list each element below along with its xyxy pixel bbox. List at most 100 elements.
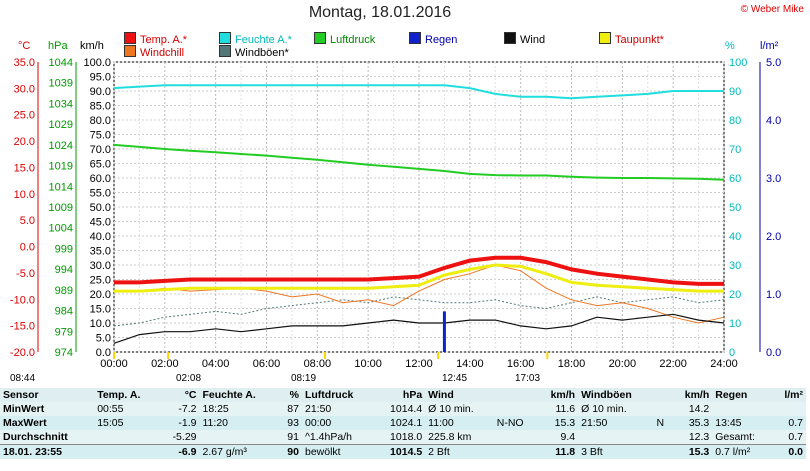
x-tick-label: 24:00	[710, 358, 738, 370]
pressure-tick-label: 1019	[49, 161, 73, 173]
x-tick-label: 08:00	[304, 358, 332, 370]
pressure-tick-label: 1004	[49, 223, 73, 235]
sunrise-time: 02:08	[176, 373, 202, 384]
temp-tick-label: -15.0	[10, 321, 35, 333]
humidity-tick-label: 20	[729, 289, 741, 301]
temp-tick-label: 35.0	[14, 57, 35, 69]
pressure-tick-label: 994	[55, 264, 73, 276]
temp-axis-unit: °C	[18, 40, 31, 52]
x-tick-label: 16:00	[507, 358, 535, 370]
wind-tick-label: 85.0	[90, 101, 111, 113]
wind-axis-unit: km/h	[80, 40, 104, 52]
legend-swatch	[124, 32, 136, 44]
rain-axis-unit: l/m²	[760, 40, 779, 52]
legend-gusts: Windböen*	[219, 45, 289, 59]
hdr-temp-unit: °C	[184, 389, 197, 401]
wind-tick-label: 10.0	[90, 318, 111, 330]
legend-swatch	[219, 32, 231, 44]
series-line-feuchte-a-	[113, 84, 724, 100]
wind-tick-label: 45.0	[90, 217, 111, 229]
x-tick-label: 14:00	[456, 358, 484, 370]
x-tick-label: 18:00	[558, 358, 586, 370]
hdr-sensor: Sensor	[3, 389, 39, 401]
temp-tick-label: 10.0	[14, 189, 35, 201]
temp-tick-label: -10.0	[10, 294, 35, 306]
wind-tick-label: 60.0	[90, 173, 111, 185]
hdr-press-unit: hPa	[402, 389, 423, 401]
series-line-temp-a-	[114, 255, 724, 286]
sun-time-morning: 08:19	[291, 373, 317, 384]
x-tick-label: 00:00	[100, 358, 128, 370]
wind-tick-label: 15.0	[90, 304, 111, 316]
temp-tick-label: -5.0	[16, 268, 35, 280]
humidity-tick-label: 0	[729, 347, 735, 359]
legend-humidity: Feuchte A.*	[219, 32, 292, 46]
humidity-tick-label: 100	[729, 57, 747, 69]
temp-tick-label: 15.0	[14, 162, 35, 174]
wind-tick-label: 65.0	[90, 159, 111, 171]
series-line-luftdruck	[113, 143, 725, 181]
humidity-tick-label: 80	[729, 115, 741, 127]
pressure-axis-unit: hPa	[48, 40, 68, 52]
sun-time-noon: 12:45	[442, 373, 468, 384]
humidity-axis-unit: %	[725, 40, 735, 52]
rain-tick-label: 3.0	[766, 173, 781, 185]
pressure-tick-label: 1039	[49, 78, 73, 90]
hdr-hum: Feuchte A.	[202, 389, 256, 401]
hdr-press: Luftdruck	[304, 389, 354, 401]
pressure-tick-label: 999	[55, 243, 73, 255]
stats-row-max: MaxWert 15:05 -1.9 11:20 93 00:00 1024.1…	[0, 416, 806, 430]
legend-wind: Wind	[504, 32, 545, 46]
wind-tick-label: 40.0	[90, 231, 111, 243]
copyright-label[interactable]: © Weber Mike	[740, 4, 804, 15]
stats-row-avg: Durchschnitt -5.29 91 ^1.4hPa/h 1018.0 2…	[0, 430, 806, 445]
page-title: Montag, 18.01.2016	[308, 4, 452, 21]
sun-time-left: 08:44	[10, 373, 36, 384]
wind-tick-label: 50.0	[90, 202, 111, 214]
rain-tick-label: 2.0	[766, 231, 781, 243]
weather-chart: 35.0 30.0 25.0 20.0 15.0 10.0 5.0 0.0 -5.0 -10.0 -…	[10, 57, 781, 370]
legend-windchill: Windchill	[124, 45, 184, 59]
wind-tick-label: 70.0	[90, 144, 111, 156]
stats-row-min: MinWert 00:55 -7.2 18:25 87 21:50 1014.4…	[0, 402, 806, 416]
series-line-windb-en-	[113, 296, 725, 327]
temp-tick-label: 5.0	[20, 215, 35, 227]
pressure-tick-label: 1014	[49, 181, 73, 193]
temp-tick-label: 20.0	[14, 136, 35, 148]
sun-marker	[323, 352, 326, 359]
pressure-tick-label: 979	[55, 326, 73, 338]
legend-swatch	[124, 45, 136, 57]
pressure-tick-label: 984	[55, 306, 73, 318]
sun-marker	[167, 352, 170, 359]
humidity-tick-label: 70	[729, 144, 741, 156]
x-tick-label: 20:00	[609, 358, 637, 370]
hdr-wind-unit: km/h	[550, 389, 576, 401]
pressure-tick-label: 1034	[49, 98, 73, 110]
hdr-wind: Wind	[428, 389, 454, 401]
wind-tick-label: 5.0	[96, 333, 111, 345]
wind-tick-label: 95.0	[90, 72, 111, 84]
rain-tick-label: 4.0	[766, 115, 781, 127]
legend-swatch	[314, 32, 326, 44]
x-tick-label: 10:00	[354, 358, 382, 370]
wind-tick-label: 90.0	[90, 86, 111, 98]
wind-tick-label: 35.0	[90, 246, 111, 258]
hdr-gust: Windböen	[581, 389, 632, 401]
x-tick-label: 12:00	[405, 358, 433, 370]
legend-dewpoint: Taupunkt*	[599, 32, 664, 46]
pressure-tick-label: 989	[55, 285, 73, 297]
hdr-gust-unit: km/h	[684, 389, 710, 401]
stats-row-current: 18.01. 23:55 -6.9 2.67 g/m³ 90 bewölkt 1…	[0, 444, 806, 459]
hdr-rain: Regen	[715, 389, 748, 401]
sun-marker	[113, 352, 115, 359]
rain-tick-label: 5.0	[766, 57, 781, 69]
x-tick-label: 22:00	[659, 358, 687, 370]
legend-swatch	[409, 32, 421, 44]
humidity-tick-label: 90	[729, 86, 741, 98]
pressure-tick-label: 1024	[49, 140, 73, 152]
humidity-tick-label: 40	[729, 231, 741, 243]
x-tick-label: 06:00	[253, 358, 281, 370]
rain-bar	[442, 311, 446, 352]
sunset-time: 17:03	[515, 373, 541, 384]
wind-tick-label: 25.0	[90, 275, 111, 287]
